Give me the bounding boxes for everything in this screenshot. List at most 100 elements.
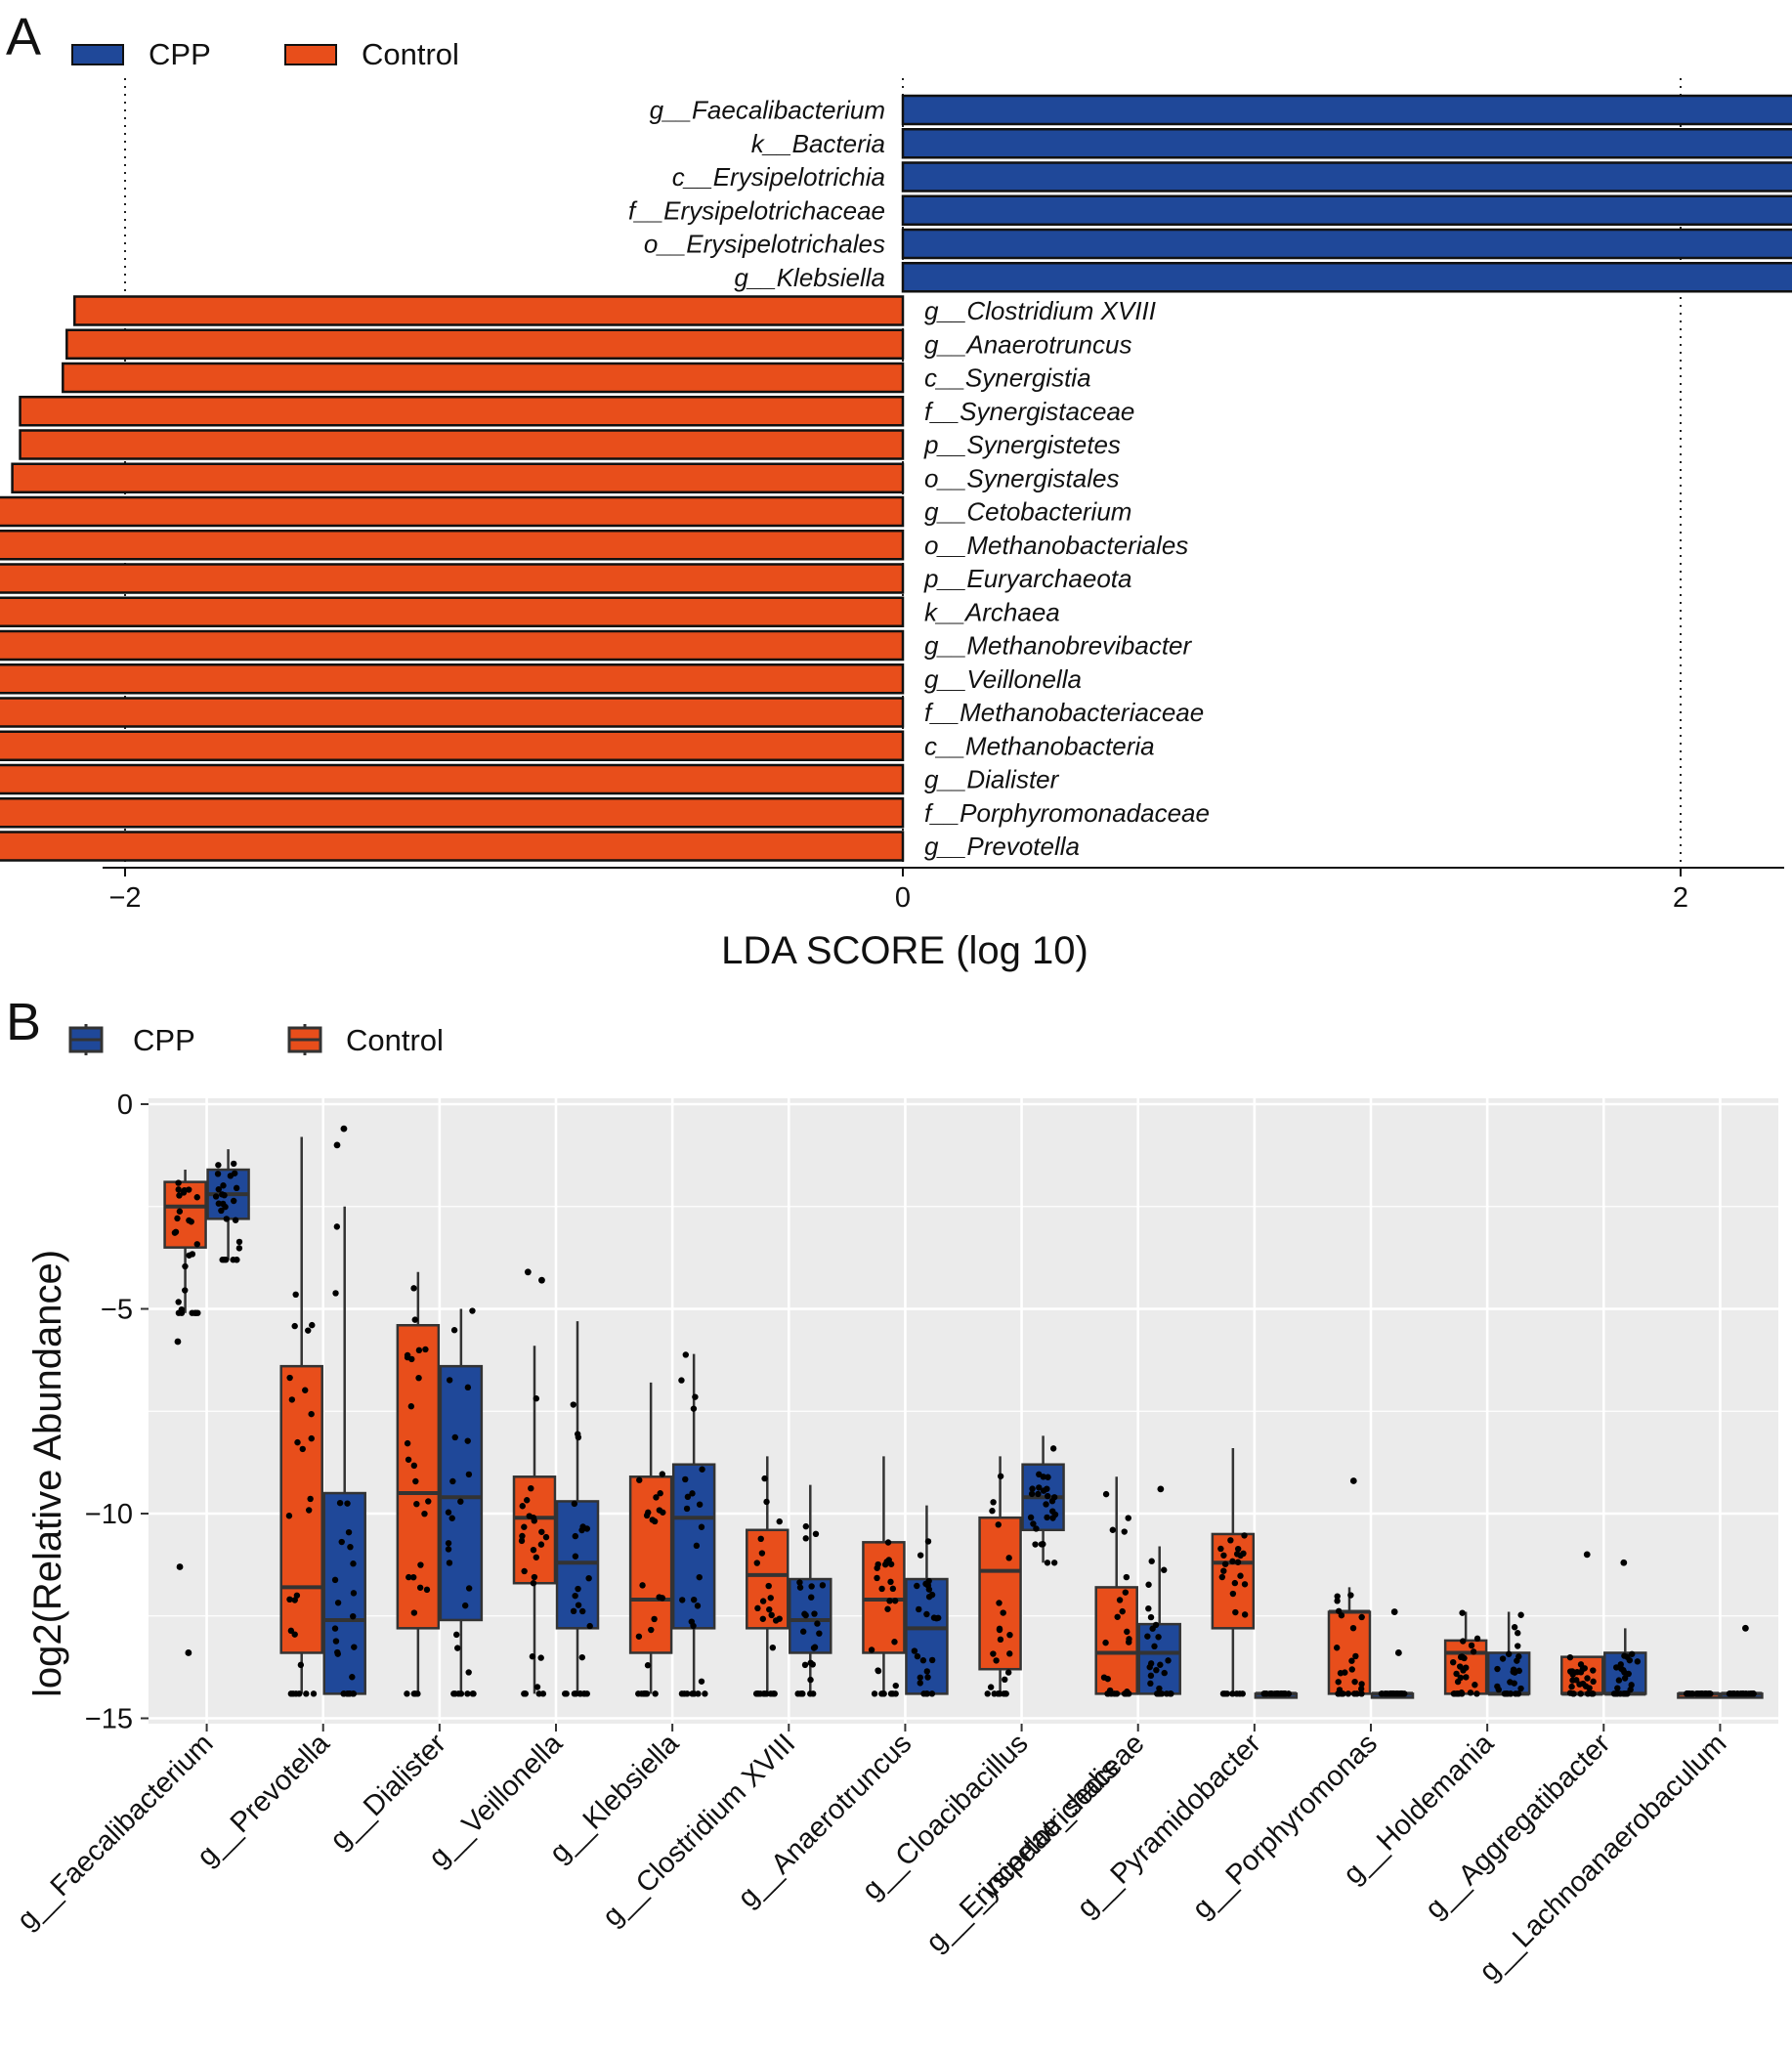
box-point-cpp [451,1433,458,1441]
box-point-cpp [923,1610,930,1618]
box-point-control [1349,1624,1357,1632]
box-point-cpp [572,1532,579,1540]
box-point-cpp [469,1307,476,1314]
box-point-control [407,1403,415,1410]
box-point-cpp [445,1546,452,1553]
box-point-cpp [345,1528,353,1536]
box-point-cpp [230,1257,236,1263]
box-point-control [891,1639,898,1646]
lda-bar [901,194,1792,226]
lda-bar [0,697,905,728]
box-point-control [1102,1490,1110,1498]
box-point-cpp [1027,1514,1035,1521]
box-point-cpp [579,1607,586,1615]
box-point-cpp [333,1223,341,1230]
box-outlier-control [524,1268,532,1276]
box-point-cpp [811,1644,819,1650]
box-point-cpp [1629,1650,1636,1657]
boxplot-y-tick-label: −5 [101,1295,133,1326]
box-outlier-control [1349,1477,1357,1484]
box-control [512,1475,557,1585]
box-point-control [767,1595,774,1602]
box-point-cpp [917,1680,923,1687]
box-point-control [1357,1686,1365,1692]
box-outlier-cpp [333,1141,341,1149]
box-point-cpp [572,1592,578,1600]
box-point-control [533,1395,540,1402]
box-outlier-cpp [1394,1649,1402,1656]
box-point-cpp [465,1669,472,1676]
box-point-cpp [454,1645,461,1651]
box-point-cpp [350,1690,358,1697]
box-point-control [1114,1613,1121,1620]
box-point-control [1352,1652,1359,1660]
box-point-cpp [1515,1653,1522,1660]
box-point-control [1107,1689,1115,1696]
box-point-control [1686,1690,1693,1697]
legend-a-cpp-label: CPP [149,37,211,71]
box-point-cpp [689,1690,696,1697]
box-point-control [1584,1675,1591,1682]
legend-b-cpp-label: CPP [133,1023,195,1057]
box-point-cpp [688,1618,696,1625]
box-point-cpp [1383,1690,1389,1697]
box-point-control [1335,1690,1343,1697]
box-point-control [410,1609,418,1616]
box-point-control [176,1208,184,1215]
box-point-cpp [1511,1624,1518,1631]
lda-bar-label: k__Bacteria [751,129,885,158]
box-point-control [761,1690,768,1697]
box-point-control [644,1662,652,1669]
box-point-cpp [1147,1680,1154,1688]
box-point-control [996,1626,1003,1634]
box-point-cpp [679,1597,686,1603]
box-point-cpp [797,1690,804,1697]
box-point-control [188,1218,194,1225]
box-point-control [1577,1690,1584,1697]
box-point-control [639,1582,646,1589]
box-point-control [1470,1648,1477,1655]
box-point-cpp [350,1590,358,1597]
legend-b-control-key [287,1024,322,1055]
box-point-cpp [573,1690,579,1697]
box-point-cpp [814,1620,821,1627]
box-point-cpp [1157,1661,1164,1668]
box-outlier-control [538,1276,545,1284]
box-control [396,1324,441,1630]
box-point-cpp [575,1585,581,1593]
box-point-cpp [1517,1611,1524,1618]
box-point-control [1234,1545,1242,1553]
lda-bar-label: g__Veillonella [924,664,1082,694]
box-point-control [303,1690,310,1697]
box-point-control [286,1374,293,1382]
box-point-control [1573,1677,1580,1684]
box-point-cpp [1399,1690,1406,1697]
box-point-control [193,1194,200,1201]
box-point-cpp [350,1560,357,1567]
lda-bar [0,629,905,662]
box-point-control [891,1598,899,1604]
box-point-control [538,1528,545,1535]
box-point-control [754,1604,761,1612]
box-point-control [1241,1611,1249,1618]
legend-a-control-key [284,44,337,65]
box-point-cpp [575,1602,582,1608]
box-point-control [868,1646,875,1653]
box-point-control [1229,1590,1237,1598]
box-point-cpp [684,1493,692,1501]
box-point-control [763,1498,770,1506]
box-point-control [1113,1690,1121,1697]
box-point-control [1109,1526,1117,1533]
box-point-control [1237,1572,1244,1579]
box-point-cpp [455,1690,462,1697]
box-point-control [886,1598,893,1604]
box-point-control [1358,1681,1365,1688]
box-point-cpp [1729,1690,1737,1697]
box-outlier-cpp [1620,1559,1628,1566]
box-point-cpp [223,1216,231,1222]
box-point-control [1450,1658,1457,1666]
box-point-control [1221,1690,1228,1697]
box-point-cpp [1388,1690,1395,1697]
box-point-control [1125,1515,1131,1521]
box-point-control [537,1654,544,1661]
